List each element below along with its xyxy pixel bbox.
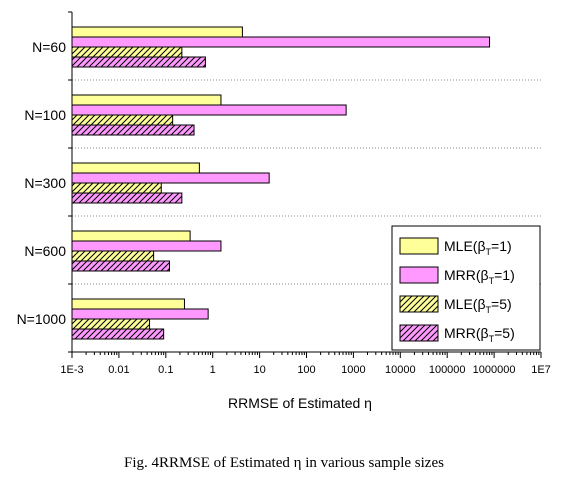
bar — [71, 192, 183, 204]
bar — [71, 240, 222, 252]
bar — [71, 260, 171, 272]
bar — [71, 308, 209, 320]
bar — [71, 114, 174, 126]
bar — [71, 230, 191, 242]
legend: MLE(βT=1) MRR(βT=1) MLE(βT=5) MRR(βT=5) — [391, 225, 541, 351]
x-tick-label: 1 — [210, 364, 216, 376]
bar — [71, 94, 222, 106]
category-label: N=1000 — [17, 311, 67, 327]
category-label: N=600 — [24, 243, 66, 259]
x-tick-label: 100000 — [429, 364, 466, 376]
legend-label: MLE(βT=5) — [444, 296, 512, 315]
legend-swatch — [399, 266, 439, 284]
bar — [71, 104, 347, 116]
legend-swatch — [399, 295, 439, 313]
x-tick-label: 10000 — [385, 364, 416, 376]
x-tick-label: 10 — [253, 364, 265, 376]
legend-swatch — [399, 237, 439, 255]
figure-caption: Fig. 4RRMSE of Estimated η in various sa… — [124, 455, 444, 471]
x-axis: 1E-3 0.01 0.1 1 10 100 1000 10000 100000 1000000 1… — [60, 11, 551, 376]
bar — [71, 172, 270, 184]
category-labels: N=60 N=100 N=300 N=600 N=1000 — [17, 39, 67, 327]
x-tick-label: 1E7 — [531, 364, 551, 376]
bar — [71, 46, 183, 58]
x-tick-label: 0.1 — [158, 364, 173, 376]
bar — [71, 26, 243, 38]
x-tick-label: 1000 — [341, 364, 365, 376]
bar — [71, 298, 185, 310]
legend-label: MLE(βT=1) — [444, 238, 512, 257]
bar — [71, 36, 491, 48]
x-tick-label: 100 — [297, 364, 315, 376]
category-label: N=60 — [32, 39, 66, 55]
bar — [71, 328, 165, 340]
legend-swatch — [399, 324, 439, 342]
legend-label: MRR(βT=5) — [444, 325, 515, 344]
bar — [71, 56, 206, 68]
x-tick-label: 1000000 — [473, 364, 516, 376]
x-tick-label: 0.01 — [108, 364, 129, 376]
bar — [71, 162, 200, 174]
bar — [71, 318, 151, 330]
category-label: N=300 — [24, 175, 66, 191]
legend-label: MRR(βT=1) — [444, 267, 515, 286]
bar — [71, 250, 155, 262]
x-tick-label: 1E-3 — [60, 364, 83, 376]
x-axis-title: RRMSE of Estimated η — [228, 395, 372, 411]
bar — [71, 124, 195, 136]
category-label: N=100 — [24, 107, 66, 123]
bar — [71, 182, 162, 194]
